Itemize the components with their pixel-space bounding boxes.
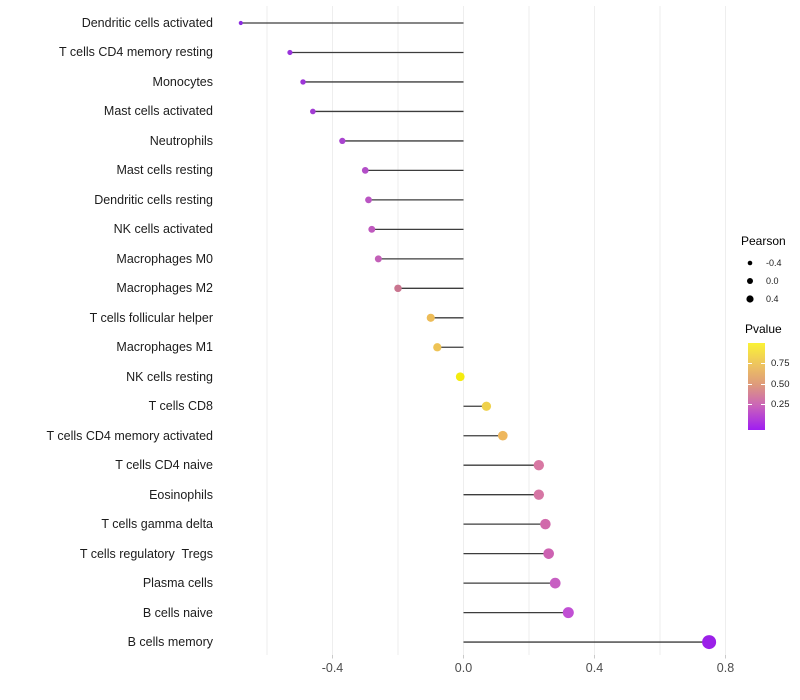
lollipop-dot	[394, 284, 402, 293]
lollipop-dot	[562, 607, 574, 619]
lollipop-dot	[481, 401, 492, 411]
category-label: Plasma cells	[142, 576, 213, 591]
colorbar-tick-mark	[748, 363, 752, 364]
category-label: NK cells resting	[126, 369, 213, 384]
lollipop-dot	[374, 255, 382, 263]
lollipop-dot	[702, 635, 717, 650]
category-label: Neutrophils	[149, 133, 213, 148]
lollipop-dot	[549, 577, 561, 589]
lollipop-dot	[310, 108, 316, 115]
size-legend-dot-icon	[746, 295, 754, 303]
size-legend-label: 0.0	[766, 276, 779, 286]
colorbar-tick-mark	[761, 363, 765, 364]
category-label: Mast cells resting	[116, 163, 213, 178]
size-legend-entry: 0.4	[741, 290, 786, 308]
x-tick-label: 0.4	[585, 661, 604, 675]
x-tick-label: -0.4	[321, 661, 344, 675]
colorbar-label: 0.75	[771, 358, 790, 369]
lollipop-dot	[238, 20, 243, 26]
lollipop-dot	[339, 137, 346, 145]
category-label: Eosinophils	[149, 487, 213, 502]
colorbar-tick-mark	[748, 384, 752, 385]
category-label: B cells naive	[142, 605, 213, 620]
colorbar-tick-mark	[761, 404, 765, 405]
pvalue-colorbar	[748, 343, 765, 430]
color-legend: Pvalue	[745, 322, 782, 342]
colorbar-tick-mark	[761, 384, 765, 385]
x-tick-label: 0.0	[454, 661, 473, 675]
lollipop-dot	[533, 489, 545, 500]
size-legend-dot-icon	[747, 260, 753, 266]
lollipop-dot	[300, 79, 306, 85]
category-label: T cells regulatory Tregs	[79, 546, 213, 561]
category-label: Monocytes	[152, 74, 213, 89]
category-label: T cells gamma delta	[101, 517, 213, 532]
category-label: T cells CD4 memory activated	[46, 428, 214, 443]
lollipop-dot	[497, 430, 508, 441]
colorbar-label: 0.25	[771, 399, 790, 410]
lollipop-dot	[287, 49, 293, 56]
lollipop-dot	[365, 196, 372, 204]
category-label: Mast cells activated	[103, 104, 213, 119]
lollipop-dot	[426, 313, 435, 322]
category-label: T cells CD8	[148, 399, 213, 414]
lollipop-dot	[540, 518, 551, 530]
size-legend-entry: -0.4	[741, 254, 786, 272]
colorbar-tick-mark	[748, 404, 752, 405]
size-legend-entries: -0.4 0.0 0.4	[741, 254, 786, 308]
size-legend-entry: 0.0	[741, 272, 786, 290]
category-label: T cells follicular helper	[89, 310, 213, 325]
category-label: Macrophages M1	[116, 340, 213, 355]
category-label: Macrophages M2	[116, 281, 213, 296]
lollipop-dot	[543, 548, 554, 559]
size-legend-label: -0.4	[766, 258, 782, 268]
lollipop-dot	[361, 167, 369, 174]
category-label: Dendritic cells resting	[94, 192, 213, 207]
lollipop-dot	[368, 225, 376, 233]
category-label: T cells CD4 memory resting	[59, 45, 213, 60]
size-legend-dot-icon	[747, 278, 753, 284]
category-label: NK cells activated	[113, 222, 213, 237]
category-label: T cells CD4 naive	[115, 458, 213, 473]
color-legend-title: Pvalue	[745, 322, 782, 336]
size-legend-label: 0.4	[766, 294, 779, 304]
size-legend-title: Pearson	[741, 234, 786, 248]
colorbar-label: 0.50	[771, 379, 790, 390]
category-label: Dendritic cells activated	[81, 16, 213, 30]
size-legend: Pearson -0.4 0.0 0.4	[741, 234, 786, 308]
category-label: Macrophages M0	[116, 251, 213, 266]
x-tick-label: 0.8	[716, 661, 735, 675]
lollipop-dot	[533, 459, 545, 471]
category-label: B cells memory	[127, 635, 213, 650]
lollipop-dot	[433, 343, 442, 352]
lollipop-dot	[455, 372, 465, 382]
